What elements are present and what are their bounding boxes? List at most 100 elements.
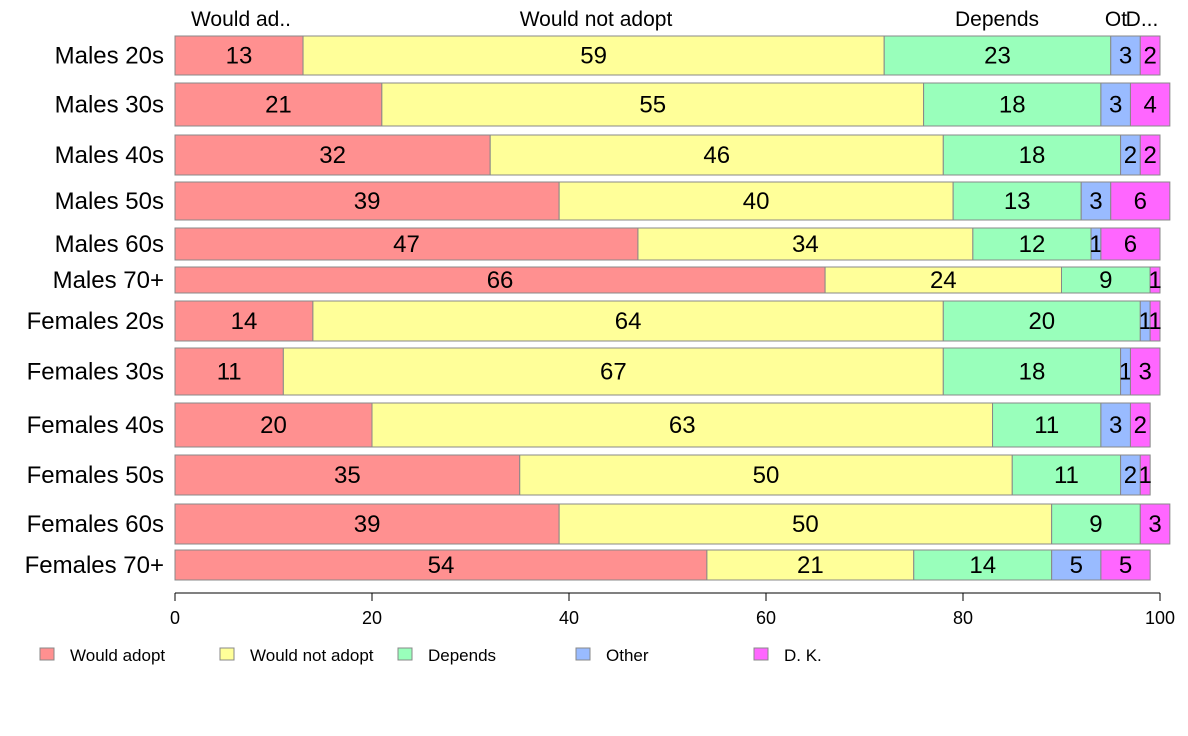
data-label: 40 [743, 188, 770, 215]
bar-segment [558, 181, 954, 221]
category-label: Females 30s [27, 359, 164, 386]
bar-segment [1051, 503, 1141, 545]
data-label: 13 [1004, 188, 1031, 215]
legend-swatch [397, 647, 413, 661]
data-label: 2 [1134, 412, 1147, 439]
bar-segment [1110, 181, 1171, 221]
data-label: 3 [1109, 412, 1122, 439]
series-top-label: Would not adopt [520, 8, 673, 31]
data-label: 32 [319, 142, 346, 169]
bar-segment [1100, 82, 1131, 127]
data-label: 1 [1139, 462, 1152, 489]
bar-segment [1139, 134, 1161, 176]
bar-segment [942, 300, 1141, 342]
data-label: 1 [1139, 308, 1152, 335]
bar-segment [282, 347, 944, 396]
data-label: 23 [984, 43, 1011, 70]
bar-segment [1061, 266, 1151, 294]
series-top-labels: Would ad.. Would not adopt Depends OtD... [191, 8, 1158, 31]
bar-segment [174, 181, 560, 221]
bar-segment [1149, 300, 1161, 342]
data-label: 3 [1109, 92, 1122, 119]
data-label: 3 [1119, 43, 1132, 70]
data-label: 3 [1139, 359, 1152, 386]
bar-segment [1139, 35, 1161, 76]
bar-segment [312, 300, 944, 342]
bar-segment [883, 35, 1112, 76]
data-label: 18 [1019, 359, 1046, 386]
bar-segment [1011, 454, 1122, 496]
x-tick-label: 80 [953, 608, 973, 628]
data-label: 39 [354, 511, 381, 538]
data-label: 4 [1143, 92, 1156, 119]
data-label: 55 [639, 92, 666, 119]
data-label: 20 [260, 412, 287, 439]
data-label: 35 [334, 462, 361, 489]
bar-segment [558, 503, 1053, 545]
bar-segment [174, 454, 521, 496]
bar-segment [1129, 402, 1151, 448]
data-label: 13 [226, 43, 253, 70]
data-label: 63 [669, 412, 696, 439]
category-label: Females 60s [27, 511, 164, 538]
data-label: 67 [600, 359, 627, 386]
bar-segment [381, 82, 925, 127]
bar-segment [992, 402, 1102, 448]
data-label: 64 [615, 308, 642, 335]
legend-swatch [753, 647, 769, 661]
category-labels: Males 20s Males 30s Males 40s Males 50s Male… [25, 43, 164, 580]
bar-segment [1080, 181, 1112, 221]
bar-segment [1149, 266, 1161, 294]
data-label: 3 [1148, 511, 1161, 538]
legend-label: Would not adopt [250, 646, 374, 665]
bar-segment [1129, 82, 1171, 127]
bar-segment [637, 227, 974, 261]
bar-segment [174, 549, 708, 581]
bar-segment [1139, 454, 1151, 496]
data-label: 14 [969, 552, 996, 579]
bar-segment [489, 134, 944, 176]
data-label: 1 [1119, 359, 1132, 386]
data-label: 14 [231, 308, 258, 335]
data-label: 12 [1019, 231, 1046, 258]
data-label: 2 [1143, 43, 1156, 70]
data-label: 11 [217, 359, 242, 386]
x-tick-label: 60 [756, 608, 776, 628]
category-label: Males 70+ [53, 267, 164, 294]
bar-segment [1100, 227, 1161, 261]
data-label: 34 [792, 231, 819, 258]
data-label: 2 [1143, 142, 1156, 169]
data-label: 18 [999, 92, 1026, 119]
data-label: 46 [703, 142, 730, 169]
bar-segment [174, 300, 314, 342]
bar-segment [174, 266, 826, 294]
data-label: 54 [428, 552, 455, 579]
category-label: Females 20s [27, 308, 164, 335]
series-top-label: Would ad.. [191, 8, 291, 31]
data-label: 47 [393, 231, 420, 258]
series-top-label: D... [1126, 8, 1159, 31]
legend-label: Depends [428, 646, 496, 665]
data-label: 11 [1034, 412, 1059, 439]
legend-label: Would adopt [70, 646, 165, 665]
data-label: 1 [1148, 267, 1161, 294]
category-label: Females 70+ [25, 552, 164, 579]
legend-swatch [219, 647, 235, 661]
data-label: 9 [1089, 511, 1102, 538]
bar-segment [942, 347, 1122, 396]
data-label: 1 [1089, 231, 1102, 258]
data-label: 66 [487, 267, 514, 294]
x-tick-label: 100 [1145, 608, 1175, 628]
category-label: Males 60s [55, 231, 164, 258]
data-label: 59 [580, 43, 607, 70]
data-label: 39 [354, 188, 381, 215]
data-label: 20 [1028, 308, 1055, 335]
legend-swatch [39, 647, 55, 661]
bar-segment [706, 549, 915, 581]
data-label: 6 [1134, 188, 1147, 215]
category-label: Females 40s [27, 412, 164, 439]
data-label: 3 [1089, 188, 1102, 215]
data-label: 18 [1019, 142, 1046, 169]
data-label: 50 [753, 462, 780, 489]
bar-segment [1139, 503, 1171, 545]
